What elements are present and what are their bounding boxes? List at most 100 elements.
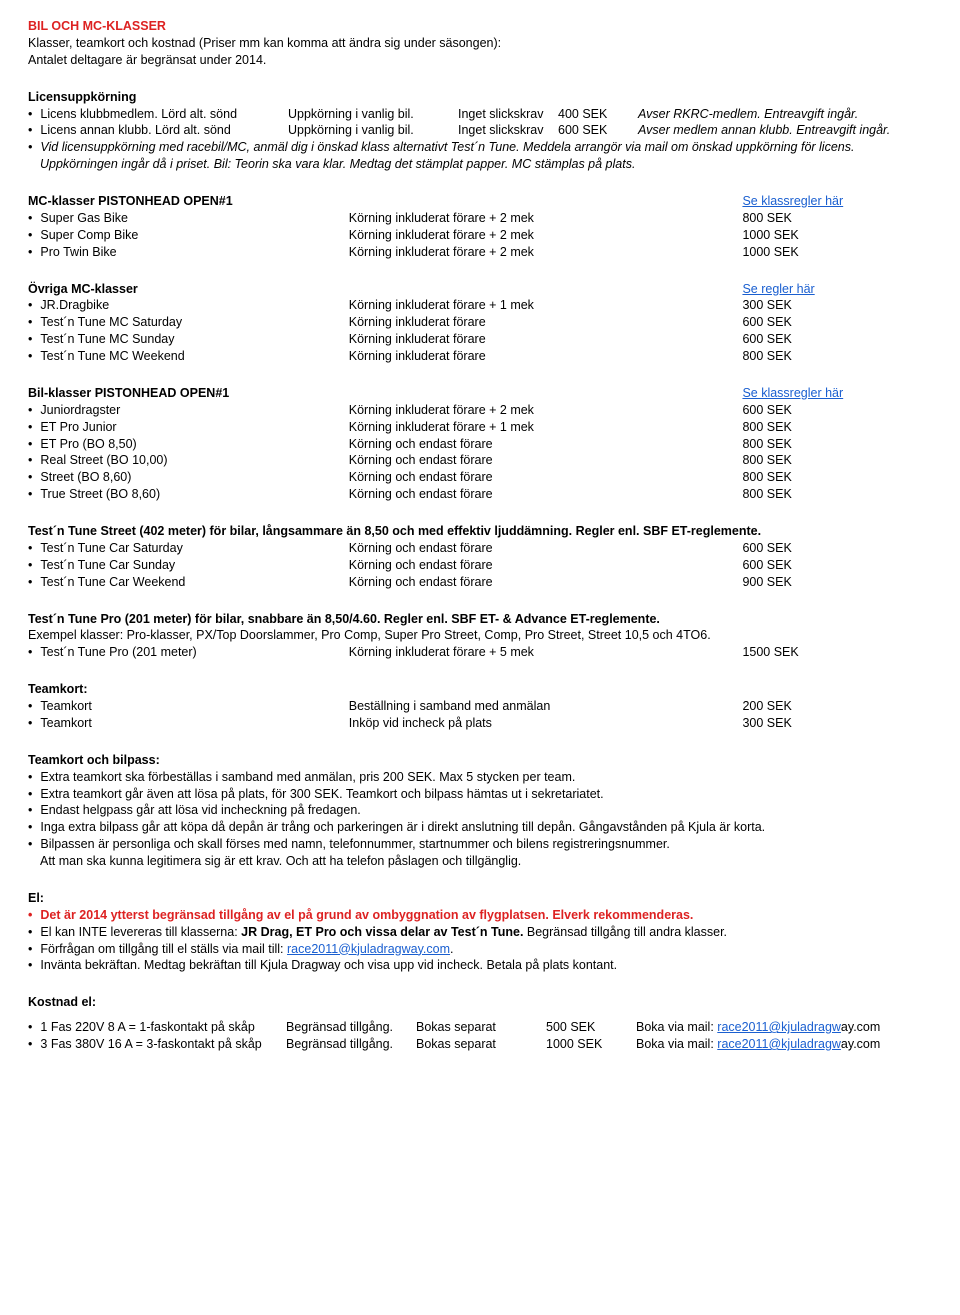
class-name: Test´n Tune MC Weekend [28,348,349,365]
licens-row-price: 400 SEK [558,106,638,123]
class-price: 300 SEK [742,297,932,314]
teamkort-desc: Beställning i samband med anmälan [349,698,743,715]
intro-line-2: Antalet deltagare är begränsat under 201… [28,52,932,69]
el-warning: Det är 2014 ytterst begränsad tillgång a… [28,907,932,924]
bil-heading: Bil-klasser PISTONHEAD OPEN#1 [28,385,349,402]
tnt-pro-example: Exempel klasser: Pro-klasser, PX/Top Doo… [28,627,932,644]
bilpass-item: Endast helgpass går att lösa vid incheck… [28,802,932,819]
el-book: Bokas separat [416,1019,546,1036]
page-title: BIL OCH MC-KLASSER [28,18,932,35]
el-price: 1000 SEK [546,1036,636,1053]
bilpass-heading: Teamkort och bilpass: [28,752,932,769]
class-name: Super Comp Bike [28,227,349,244]
class-desc: Körning inkluderat förare + 1 mek [349,297,743,314]
class-name: Test´n Tune MC Sunday [28,331,349,348]
mc1-heading: MC-klasser PISTONHEAD OPEN#1 [28,193,349,210]
el-book: Bokas separat [416,1036,546,1053]
class-price: 900 SEK [742,574,932,591]
class-price: 1000 SEK [742,244,932,261]
teamkort-heading: Teamkort: [28,681,932,698]
bil-rules-link[interactable]: Se klassregler här [742,386,843,400]
class-desc: Körning och endast förare [349,540,743,557]
class-price: 800 SEK [742,436,932,453]
teamkort-price: 300 SEK [742,715,932,732]
el-heading: El: [28,890,932,907]
class-desc: Körning och endast förare [349,574,743,591]
intro-line-1: Klasser, teamkort och kostnad (Priser mm… [28,35,932,52]
teamkort-price: 200 SEK [742,698,932,715]
class-name: Super Gas Bike [28,210,349,227]
class-price: 1500 SEK [742,644,932,661]
licens-row-label: Licens klubbmedlem. Lörd alt. sönd [28,106,288,123]
licens-row-price: 600 SEK [558,122,638,139]
class-desc: Körning inkluderat förare + 2 mek [349,210,743,227]
class-price: 800 SEK [742,210,932,227]
el-line-2b: JR Drag, ET Pro och vissa delar av Test´… [241,925,523,939]
kostnad-heading: Kostnad el: [28,994,932,1011]
licens-row-note: Avser RKRC-medlem. Entreavgift ingår. [638,106,932,123]
class-name: Real Street (BO 10,00) [28,452,349,469]
el-mail-link[interactable]: race2011@kjuladragway.com [287,942,450,956]
licens-row-desc: Uppkörning i vanlig bil. [288,122,458,139]
bilpass-item: Extra teamkort ska förbeställas i samban… [28,769,932,786]
class-desc: Körning och endast förare [349,469,743,486]
class-price: 600 SEK [742,314,932,331]
class-name: Test´n Tune MC Saturday [28,314,349,331]
class-desc: Körning inkluderat förare + 2 mek [349,227,743,244]
class-price: 600 SEK [742,557,932,574]
class-desc: Körning och endast förare [349,436,743,453]
class-name: Test´n Tune Car Saturday [28,540,349,557]
licens-row-desc: Uppkörning i vanlig bil. [288,106,458,123]
el-book-mail-link[interactable]: race2011@kjuladragw [717,1037,841,1051]
class-name: Test´n Tune Car Weekend [28,574,349,591]
licens-row-label: Licens annan klubb. Lörd alt. sönd [28,122,288,139]
class-name: ET Pro (BO 8,50) [28,436,349,453]
el-book-mail-link[interactable]: race2011@kjuladragw [717,1020,841,1034]
bilpass-item: Bilpassen är personliga och skall förses… [28,836,932,853]
el-product: 3 Fas 380V 16 A = 3-faskontakt på skåp [28,1036,286,1053]
el-product: 1 Fas 220V 8 A = 1-faskontakt på skåp [28,1019,286,1036]
el-price: 500 SEK [546,1019,636,1036]
class-desc: Körning inkluderat förare + 2 mek [349,402,743,419]
licens-note-1: Vid licensuppkörning med racebil/MC, anm… [28,139,932,156]
class-name: Test´n Tune Pro (201 meter) [28,644,349,661]
el-line-2: El kan INTE levereras till klasserna: JR… [28,924,932,941]
class-name: JR.Dragbike [28,297,349,314]
class-name: Juniordragster [28,402,349,419]
class-desc: Körning och endast förare [349,557,743,574]
el-booking-note: Boka via mail: race2011@kjuladragway.com [636,1019,932,1036]
class-desc: Körning och endast förare [349,452,743,469]
el-booking-note: Boka via mail: race2011@kjuladragway.com [636,1036,932,1053]
el-line-2c: Begränsad tillgång till andra klasser. [523,925,727,939]
el-line-3b: . [450,942,453,956]
tnt-pro-heading: Test´n Tune Pro (201 meter) för bilar, s… [28,611,932,628]
class-name: Test´n Tune Car Sunday [28,557,349,574]
class-name: Street (BO 8,60) [28,469,349,486]
teamkort-name: Teamkort [28,698,349,715]
teamkort-desc: Inköp vid incheck på plats [349,715,743,732]
mc2-rules-link[interactable]: Se regler här [742,282,814,296]
class-price: 800 SEK [742,348,932,365]
mc1-rules-link[interactable]: Se klassregler här [742,194,843,208]
licens-note-2: Uppkörningen ingår då i priset. Bil: Teo… [28,156,932,173]
teamkort-name: Teamkort [28,715,349,732]
el-line-3: Förfrågan om tillgång till el ställs via… [28,941,932,958]
class-desc: Körning inkluderat förare + 1 mek [349,419,743,436]
class-desc: Körning inkluderat förare [349,331,743,348]
mc2-heading: Övriga MC-klasser [28,281,349,298]
class-price: 800 SEK [742,486,932,503]
el-avail: Begränsad tillgång. [286,1036,416,1053]
class-desc: Körning inkluderat förare [349,314,743,331]
class-name: ET Pro Junior [28,419,349,436]
class-price: 800 SEK [742,419,932,436]
class-price: 600 SEK [742,402,932,419]
licens-row-note: Avser medlem annan klubb. Entreavgift in… [638,122,932,139]
el-line-3a: Förfrågan om tillgång till el ställs via… [40,942,287,956]
class-name: True Street (BO 8,60) [28,486,349,503]
licens-row-req: Inget slickskrav [458,106,558,123]
class-name: Pro Twin Bike [28,244,349,261]
el-line-2a: El kan INTE levereras till klasserna: [40,925,241,939]
bilpass-item-cont: Att man ska kunna legitimera sig är ett … [28,853,932,870]
bilpass-item: Inga extra bilpass går att köpa då depån… [28,819,932,836]
class-price: 800 SEK [742,452,932,469]
